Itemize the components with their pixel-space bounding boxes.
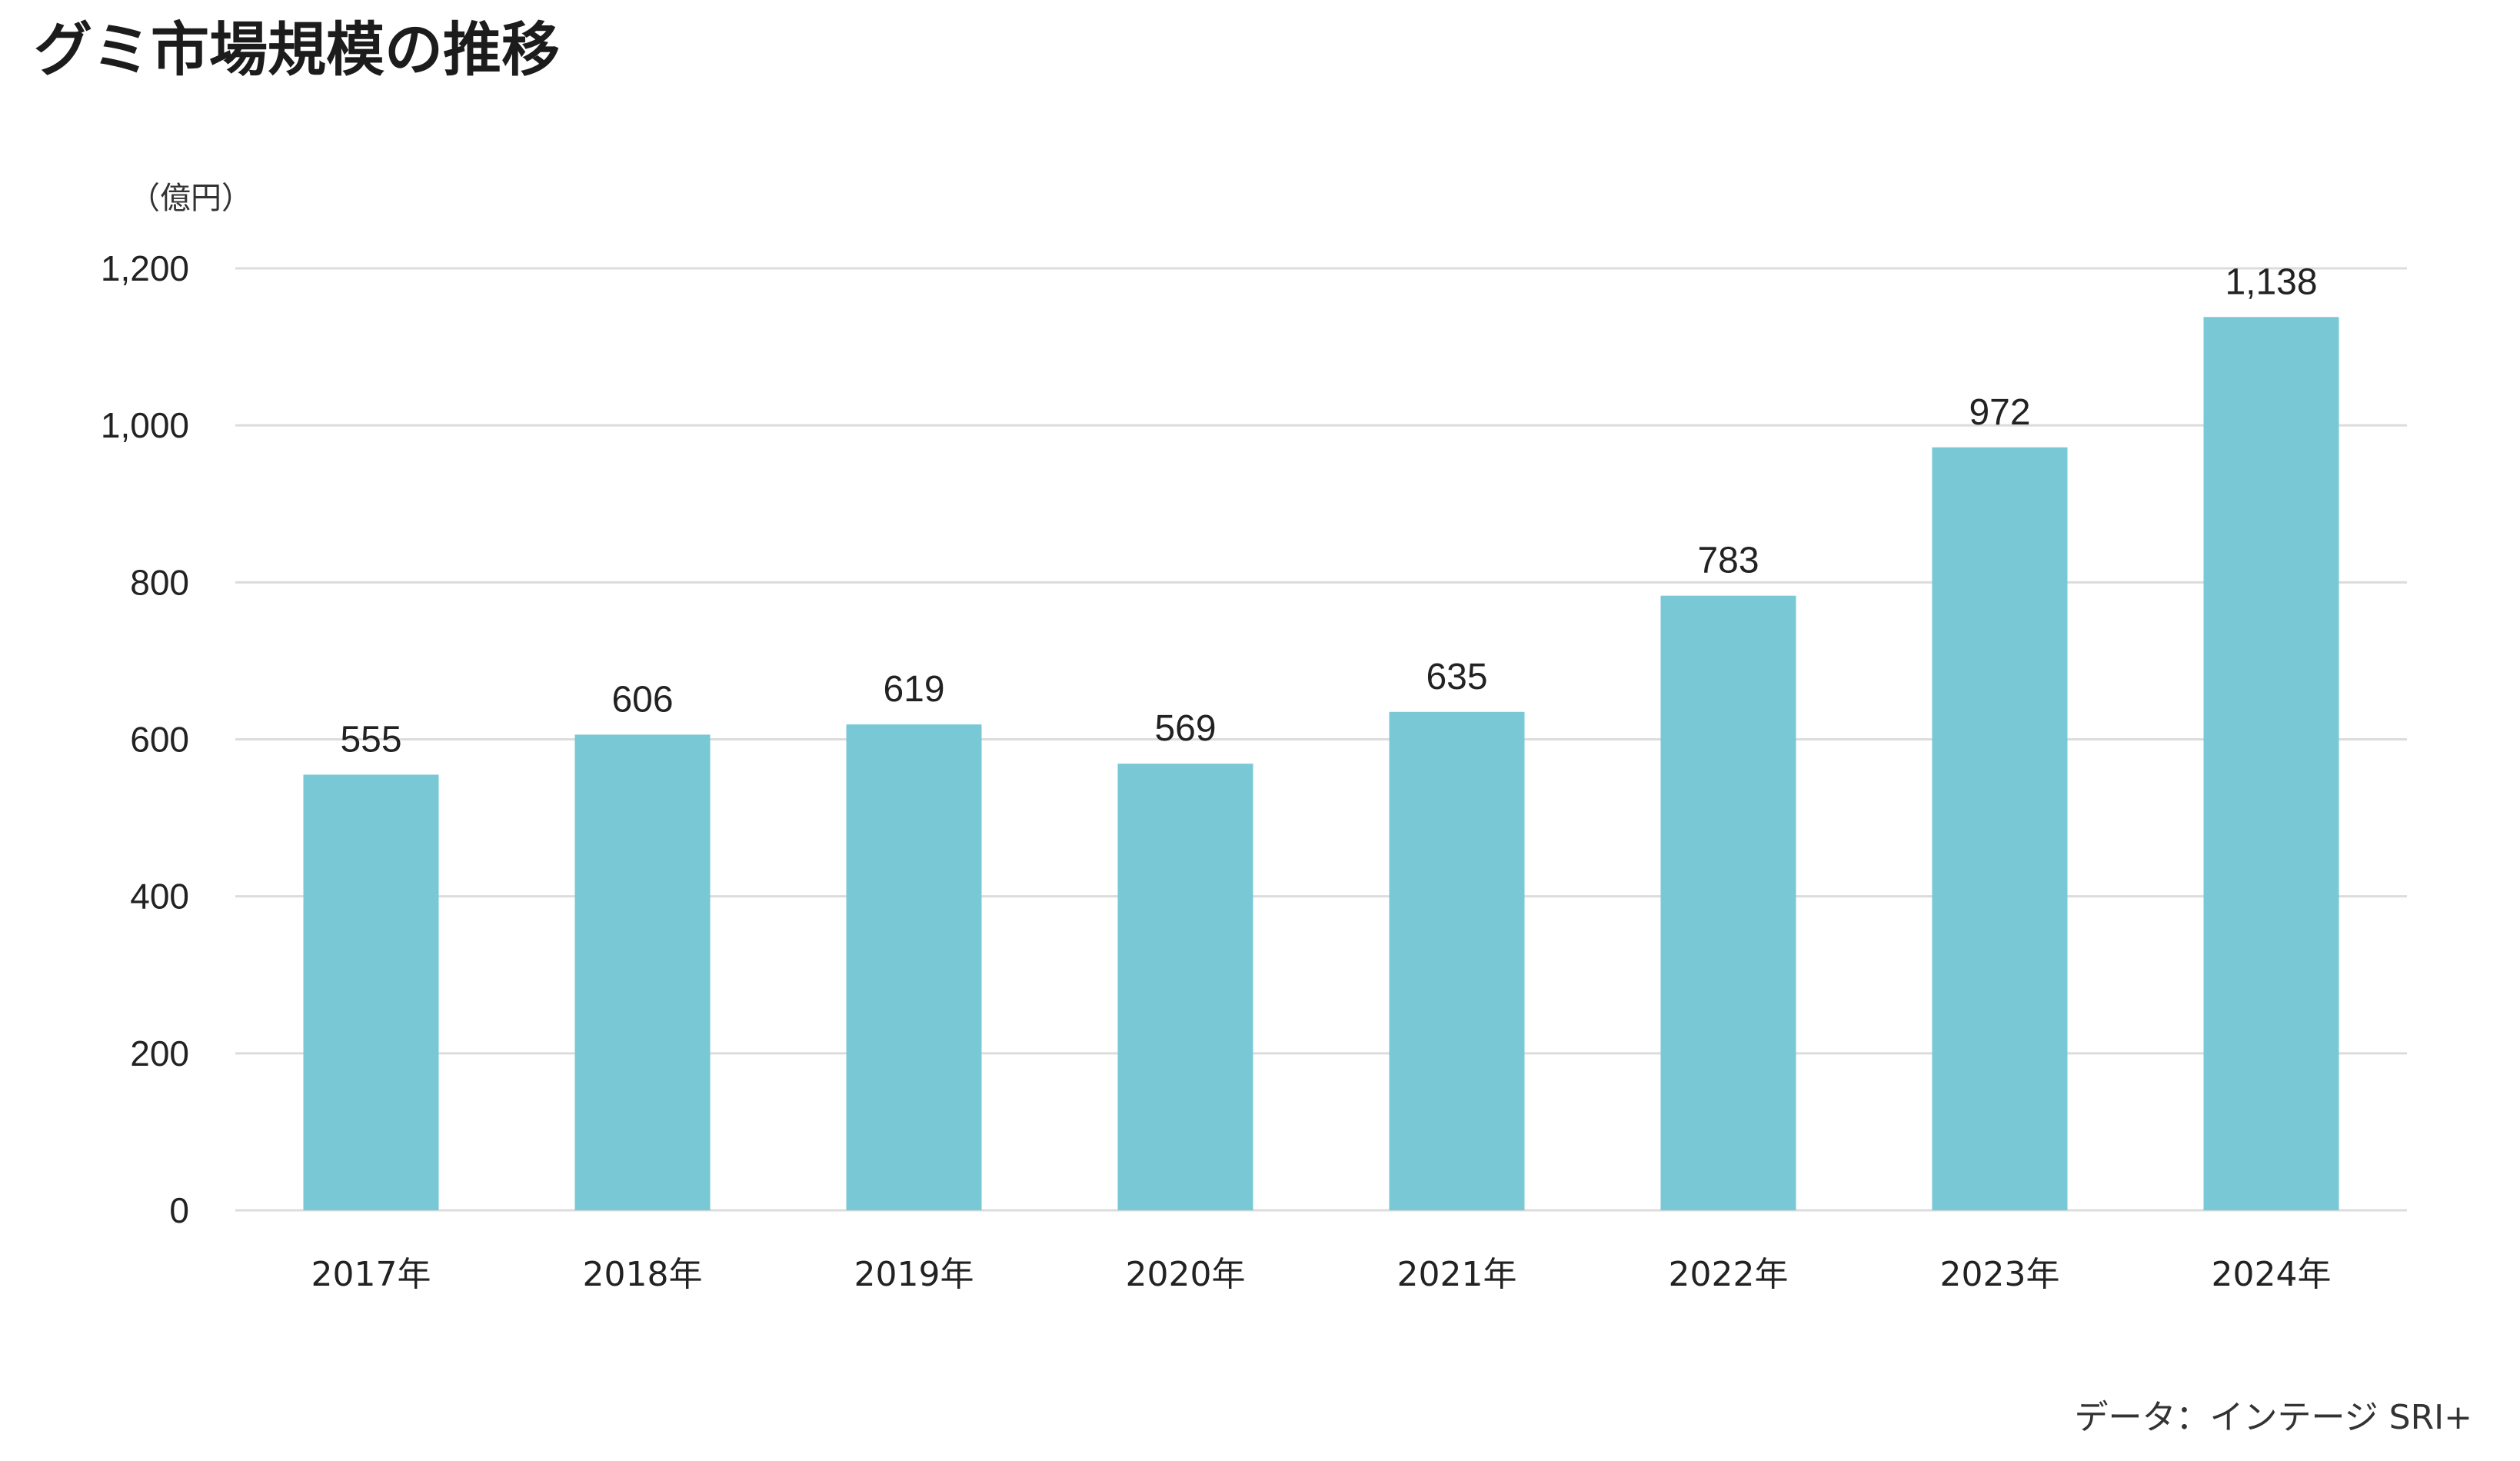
- bar-value-label: 1,138: [2225, 261, 2317, 302]
- x-category-label: 2021年: [1397, 1255, 1517, 1294]
- y-axis-ticks: 0 200 400 600 800 1,000 1,200: [101, 248, 189, 1230]
- y-tick-label: 200: [130, 1033, 189, 1073]
- bar-value-label: 555: [340, 719, 401, 760]
- y-tick-label: 400: [130, 877, 189, 917]
- bar-value-label: 972: [1969, 392, 2030, 433]
- x-axis-categories: 2017年 2018年 2019年 2020年 2021年 2022年 2023年 2024年: [311, 1255, 2332, 1294]
- bars: [303, 317, 2339, 1211]
- value-labels: 555 606 619 569 635 783 972 1,138: [340, 261, 2317, 760]
- bar: [1389, 711, 1525, 1210]
- bar: [2203, 317, 2339, 1211]
- x-category-label: 2022年: [1669, 1255, 1789, 1294]
- grid-lines: [235, 267, 2407, 1212]
- bar: [1932, 447, 2068, 1210]
- x-category-label: 2024年: [2212, 1255, 2332, 1294]
- bar-value-label: 783: [1697, 541, 1759, 581]
- bar-value-label: 619: [883, 669, 944, 710]
- x-category-label: 2017年: [311, 1255, 431, 1294]
- bar: [846, 724, 982, 1210]
- bar: [1117, 764, 1253, 1210]
- y-tick-label: 0: [169, 1190, 189, 1230]
- source-note: データ：インテージ SRI+: [2074, 1398, 2472, 1437]
- bar-value-label: 606: [611, 679, 673, 720]
- y-tick-label: 800: [130, 562, 189, 602]
- chart-title: グミ市場規模の推移: [34, 15, 560, 84]
- y-tick-label: 600: [130, 720, 189, 760]
- bar: [574, 734, 711, 1210]
- bar-value-label: 569: [1154, 708, 1216, 749]
- bar: [1660, 595, 1796, 1210]
- x-category-label: 2018年: [583, 1255, 703, 1294]
- bar-value-label: 635: [1426, 657, 1487, 697]
- x-category-label: 2023年: [1940, 1255, 2060, 1294]
- y-tick-label: 1,000: [101, 405, 189, 445]
- y-axis-unit-label: （億円）: [129, 181, 252, 216]
- x-category-label: 2019年: [854, 1255, 974, 1294]
- x-category-label: 2020年: [1126, 1255, 1246, 1294]
- bar: [303, 774, 439, 1210]
- y-tick-label: 1,200: [101, 248, 189, 288]
